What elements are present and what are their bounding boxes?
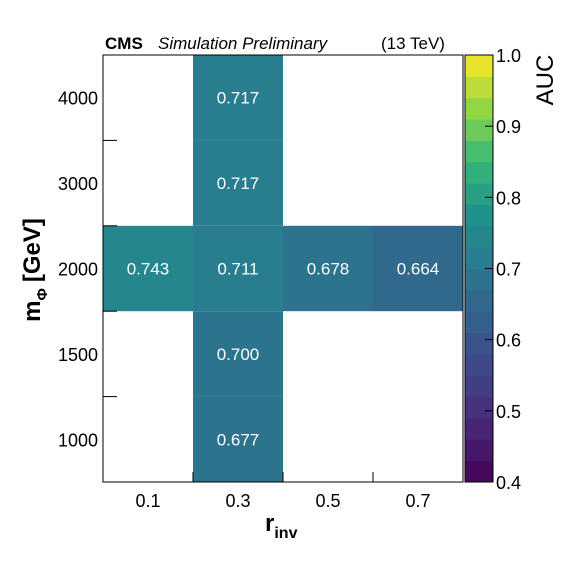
colorbar-band [465, 161, 493, 184]
y-tick-label: 2000 [58, 260, 98, 280]
y-tick-label: 3000 [58, 174, 98, 194]
x-tick-label: 0.3 [225, 491, 250, 511]
colorbar-band [465, 183, 493, 205]
colorbar-tick-label: 0.9 [496, 117, 521, 137]
colorbar-band [465, 268, 493, 291]
cell-value-label: 0.743 [127, 260, 170, 279]
heatmap-cell [193, 396, 283, 482]
cell-value-label: 0.664 [397, 260, 440, 279]
y-tick-label: 1500 [58, 345, 98, 365]
colorbar-band [465, 225, 493, 248]
colorbar-band [465, 460, 493, 483]
x-tick-label: 0.1 [135, 491, 160, 511]
colorbar-band [465, 204, 493, 227]
colorbar-band [465, 55, 493, 77]
heatmap-cell [193, 311, 283, 397]
colorbar-tick-label: 0.4 [496, 473, 521, 493]
energy-label: (13 TeV) [381, 34, 445, 53]
y-tick-label: 4000 [58, 89, 98, 109]
y-axis: 1000 1500 2000 3000 4000 [58, 89, 117, 450]
colorbar-band [465, 332, 493, 355]
cell-value-label: 0.677 [217, 430, 260, 449]
colorbar-band [465, 417, 493, 440]
colorbar-tick-label: 0.7 [496, 260, 521, 280]
heatmap-cell [193, 55, 283, 141]
y-axis-title: mΦ[GeV] [19, 218, 51, 322]
cell-value-label: 0.717 [217, 89, 260, 108]
colorbar-band [465, 353, 493, 376]
colorbar-tick-label: 0.6 [496, 331, 521, 351]
colorbar-band [465, 311, 493, 334]
y-tick-label: 1000 [58, 430, 98, 450]
colorbar-band [465, 76, 493, 99]
colorbar-tick-label: 0.5 [496, 402, 521, 422]
x-tick-label: 0.7 [405, 491, 430, 511]
x-axis: 0.1 0.3 0.5 0.7 [135, 472, 431, 511]
colorbar-tick-label: 0.8 [496, 188, 521, 208]
colorbar-band [465, 289, 493, 312]
heatmap-cell [373, 225, 463, 312]
heatmap-cells: 0.743 0.711 0.678 0.664 0.677 0.700 0.717 0.717 [103, 55, 463, 482]
colorbar-tick-label: 1.0 [496, 46, 521, 66]
colorbar [465, 55, 493, 483]
colorbar-band [465, 375, 493, 398]
colorbar-band [465, 439, 493, 462]
colorbar-band [465, 119, 493, 141]
colorbar-title: AUC [532, 55, 559, 106]
colorbar-band [465, 396, 493, 419]
colorbar-band [465, 140, 493, 163]
heatmap-cell [103, 225, 193, 312]
heatmap-cell [283, 225, 373, 312]
simulation-preliminary-label: Simulation Preliminary [158, 34, 329, 53]
x-axis-title: rinv [265, 510, 298, 542]
colorbar-ticks: 0.4 0.5 0.6 0.7 0.8 0.9 1.0 [485, 46, 521, 493]
x-tick-label: 0.5 [315, 491, 340, 511]
heatmap-cell [193, 225, 283, 312]
cell-value-label: 0.711 [217, 260, 258, 279]
cell-value-label: 0.717 [217, 174, 260, 193]
experiment-label: CMS [105, 34, 143, 53]
cell-value-label: 0.700 [217, 345, 260, 364]
colorbar-band [465, 247, 493, 269]
heatmap-cell [193, 140, 283, 226]
cell-value-label: 0.678 [307, 260, 350, 279]
colorbar-band [465, 97, 493, 120]
